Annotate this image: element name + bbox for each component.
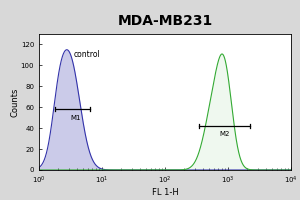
Y-axis label: Counts: Counts [10,87,19,117]
Text: M2: M2 [219,131,230,137]
Text: MDA-MB231: MDA-MB231 [117,14,213,28]
Text: M1: M1 [70,115,80,121]
X-axis label: FL 1-H: FL 1-H [152,188,178,197]
Text: control: control [73,50,100,59]
